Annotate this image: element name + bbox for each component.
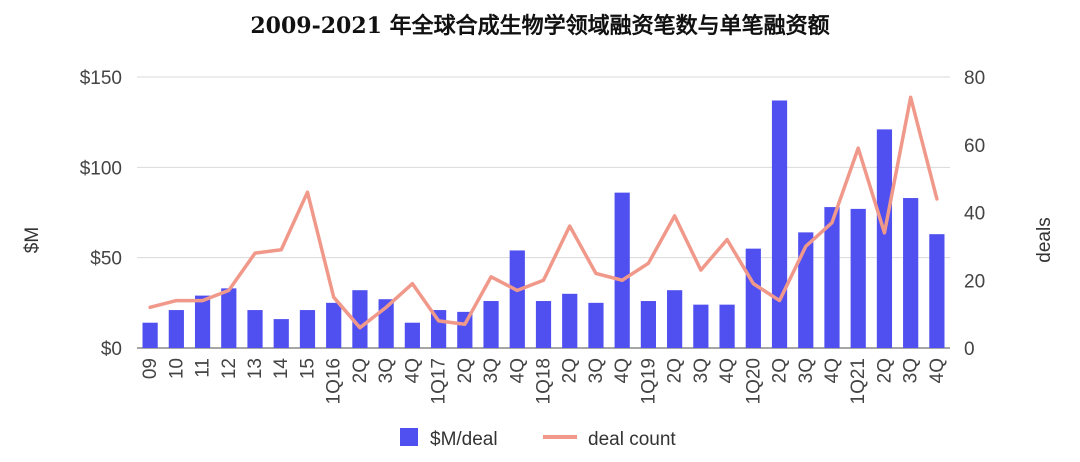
x-tick-label: 11 bbox=[193, 358, 214, 378]
x-tick-label: 1Q17 bbox=[429, 358, 450, 404]
x-tick-label: 1Q20 bbox=[743, 358, 764, 404]
left-tick-label: $100 bbox=[80, 158, 122, 179]
x-tick-label: 1Q16 bbox=[324, 358, 345, 404]
bar bbox=[562, 293, 578, 348]
bar bbox=[850, 208, 866, 348]
left-tick-label: $0 bbox=[101, 339, 122, 360]
bar bbox=[693, 304, 709, 348]
x-tick-label: 4Q bbox=[927, 358, 948, 383]
x-tick-label: 1Q18 bbox=[534, 358, 555, 404]
x-tick-label: 2Q bbox=[350, 358, 371, 383]
x-tick-label: 2Q bbox=[770, 358, 791, 383]
bar bbox=[719, 304, 735, 348]
bar bbox=[771, 100, 788, 348]
legend-bar-swatch bbox=[400, 428, 418, 446]
x-tick-label: 4Q bbox=[612, 358, 633, 383]
x-tick-label: 4Q bbox=[717, 358, 738, 383]
line-series bbox=[148, 95, 939, 330]
right-tick-label: 0 bbox=[964, 339, 975, 360]
x-tick-label: 3Q bbox=[481, 358, 502, 383]
x-tick-label: 3Q bbox=[796, 358, 817, 383]
bar bbox=[509, 250, 525, 348]
x-tick-label: 3Q bbox=[901, 358, 922, 383]
bar bbox=[326, 302, 342, 348]
deal-count-line bbox=[148, 95, 939, 330]
right-tick-label: 20 bbox=[964, 271, 985, 292]
legend: $M/deal deal count bbox=[400, 428, 676, 450]
bar bbox=[194, 295, 211, 348]
right-tick-label: 80 bbox=[964, 68, 985, 89]
x-tick-label: 2Q bbox=[665, 358, 686, 383]
chart-title: 2009-2021 年全球合成生物学领域融资笔数与单笔融资额 bbox=[250, 13, 830, 39]
bar-series bbox=[142, 100, 945, 348]
bar bbox=[614, 192, 630, 348]
x-tick-label: 2Q bbox=[455, 358, 476, 383]
bar bbox=[430, 310, 447, 348]
x-tick-label: 3Q bbox=[691, 358, 712, 383]
right-tick-label: 40 bbox=[964, 204, 985, 225]
right-tick-label: 60 bbox=[964, 136, 985, 157]
bar bbox=[929, 234, 945, 348]
left-axis-title: $M bbox=[22, 227, 43, 253]
bar bbox=[273, 319, 289, 348]
bar bbox=[798, 232, 814, 348]
bar bbox=[352, 290, 368, 348]
bar bbox=[535, 301, 552, 348]
x-tick-label: 2Q bbox=[560, 358, 581, 383]
x-tick-label: 14 bbox=[271, 358, 292, 380]
x-tick-label: 4Q bbox=[402, 358, 423, 383]
x-tick-label: 4Q bbox=[822, 358, 843, 383]
x-tick-label: 4Q bbox=[507, 358, 528, 383]
bar bbox=[404, 322, 420, 348]
right-axis-title: deals bbox=[1034, 217, 1055, 262]
bar bbox=[168, 310, 184, 348]
left-tick-label: $150 bbox=[80, 68, 122, 89]
x-tick-label: 3Q bbox=[376, 358, 397, 383]
bar bbox=[483, 301, 499, 348]
x-tick-label: 13 bbox=[245, 358, 266, 379]
bar bbox=[588, 302, 604, 348]
bar bbox=[876, 129, 893, 348]
right-axis-ticks: 0 20 40 60 80 bbox=[964, 68, 985, 360]
x-tick-label: 3Q bbox=[586, 358, 607, 383]
bar bbox=[142, 322, 158, 348]
bar bbox=[299, 310, 316, 348]
x-axis-ticks: 09 10 11 12 13 14 15 1Q16 2Q 3Q 4Q 1Q17 2Q 3Q 4Q 1Q18 2Q… bbox=[140, 358, 948, 405]
x-tick-label: 1Q21 bbox=[848, 358, 869, 404]
bar bbox=[903, 198, 919, 348]
x-tick-label: 12 bbox=[219, 358, 240, 379]
x-tick-label: 15 bbox=[297, 358, 318, 379]
legend-bar-label: $M/deal bbox=[430, 429, 498, 450]
left-axis-ticks: $0 $50 $100 $150 bbox=[80, 68, 122, 360]
x-tick-label: 1Q19 bbox=[638, 358, 659, 404]
bar bbox=[221, 288, 237, 348]
bar bbox=[667, 290, 683, 348]
legend-line-label: deal count bbox=[588, 429, 676, 450]
bar bbox=[745, 248, 761, 348]
x-tick-label: 10 bbox=[166, 358, 187, 379]
left-tick-label: $50 bbox=[90, 249, 122, 270]
bar bbox=[824, 207, 840, 348]
bar bbox=[640, 301, 657, 348]
bar bbox=[247, 310, 263, 348]
x-tick-label: 2Q bbox=[874, 358, 895, 383]
x-tick-label: 09 bbox=[140, 358, 161, 379]
